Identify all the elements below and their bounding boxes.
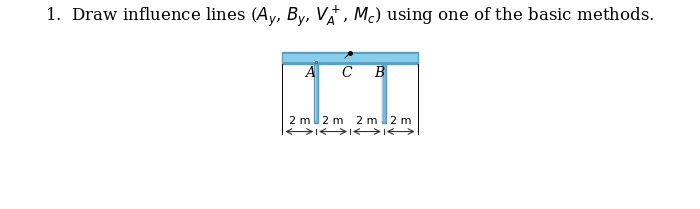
Bar <box>282 62 418 64</box>
Bar <box>382 64 386 123</box>
Text: C: C <box>342 66 352 80</box>
Text: 2 m: 2 m <box>288 116 310 126</box>
Bar <box>315 66 316 121</box>
Text: 2 m: 2 m <box>390 116 412 126</box>
Text: B: B <box>374 66 385 80</box>
FancyBboxPatch shape <box>282 52 418 64</box>
Bar <box>314 64 318 123</box>
Text: 2 m: 2 m <box>356 116 378 126</box>
Text: 2 m: 2 m <box>322 116 344 126</box>
Bar <box>315 61 317 63</box>
Text: A: A <box>305 66 315 80</box>
Bar <box>282 52 418 54</box>
Bar <box>382 66 383 121</box>
Text: 1.  Draw influence lines ($A_y$, $B_y$, $V_A^+$, $M_c$) using one of the basic m: 1. Draw influence lines ($A_y$, $B_y$, $… <box>46 4 655 29</box>
